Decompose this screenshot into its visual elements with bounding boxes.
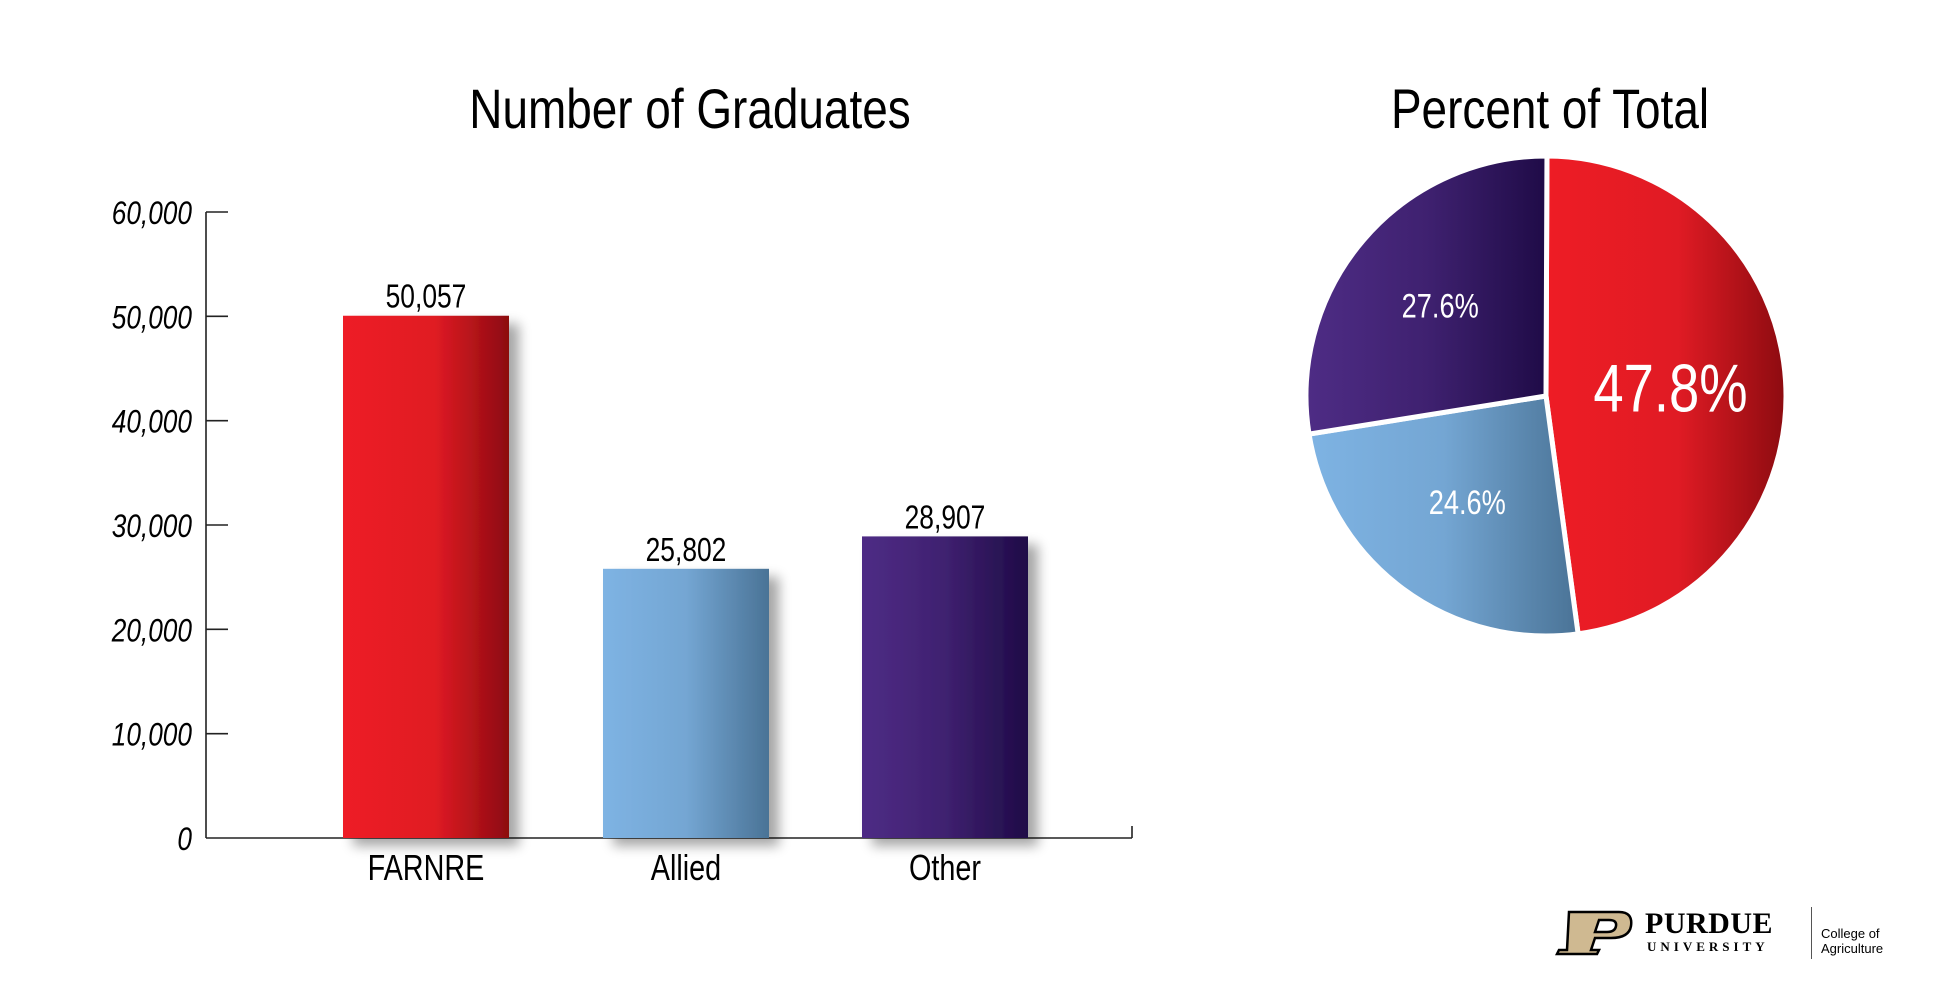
- bar-value-label: 25,802: [646, 532, 727, 568]
- x-tick-label: Other: [909, 847, 981, 888]
- bar-group: [343, 315, 1028, 838]
- bar-allied: [603, 568, 769, 838]
- pie-slice-label: 47.8%: [1593, 351, 1747, 427]
- logo-divider: [1811, 907, 1812, 959]
- y-tick-label: 30,000: [112, 510, 193, 545]
- pie-chart-title: Percent of Total: [1391, 78, 1709, 140]
- bar-value-label: 28,907: [905, 500, 986, 536]
- college-name: College of Agriculture: [1821, 926, 1884, 956]
- x-tick-label: FARNRE: [368, 847, 485, 888]
- bar-chart-title: Number of Graduates: [469, 78, 910, 140]
- y-tick-label: 10,000: [112, 718, 193, 753]
- pie-slice-farnre: [1543, 153, 1789, 637]
- pie-slice-group: [1303, 153, 1789, 639]
- pie-slice-allied: [1306, 393, 1581, 639]
- purdue-p-icon: [1555, 910, 1633, 956]
- bar-value-label: 50,057: [386, 279, 467, 315]
- x-tick-label-group: FARNRE Allied Other: [368, 847, 981, 888]
- pie-slice-label: 27.6%: [1402, 286, 1479, 325]
- university-wordmark: UNIVERSITY: [1647, 939, 1769, 954]
- y-tick-label: 0: [177, 823, 192, 858]
- pie-slice-label: 24.6%: [1429, 483, 1506, 522]
- y-tick-label: 60,000: [112, 197, 193, 232]
- pie-label-group: 47.8% 24.6% 27.6%: [1402, 286, 1748, 521]
- purdue-wordmark: PURDUE: [1645, 907, 1773, 940]
- purdue-logo: PURDUE UNIVERSITY College of Agriculture: [1555, 905, 1935, 961]
- bar-value-label-group: 50,057 25,802 28,907: [386, 279, 986, 569]
- bar-other: [862, 536, 1028, 838]
- y-tick-label: 40,000: [112, 405, 193, 440]
- y-tick-group: 0 10,000 20,000 30,000 40,000 50,000 60,000: [111, 197, 228, 858]
- x-tick-label: Allied: [651, 847, 721, 888]
- y-tick-label: 50,000: [112, 301, 193, 336]
- pie-slice-other: [1303, 153, 1550, 437]
- bar-farnre: [343, 315, 509, 838]
- y-tick-label: 20,000: [111, 614, 193, 649]
